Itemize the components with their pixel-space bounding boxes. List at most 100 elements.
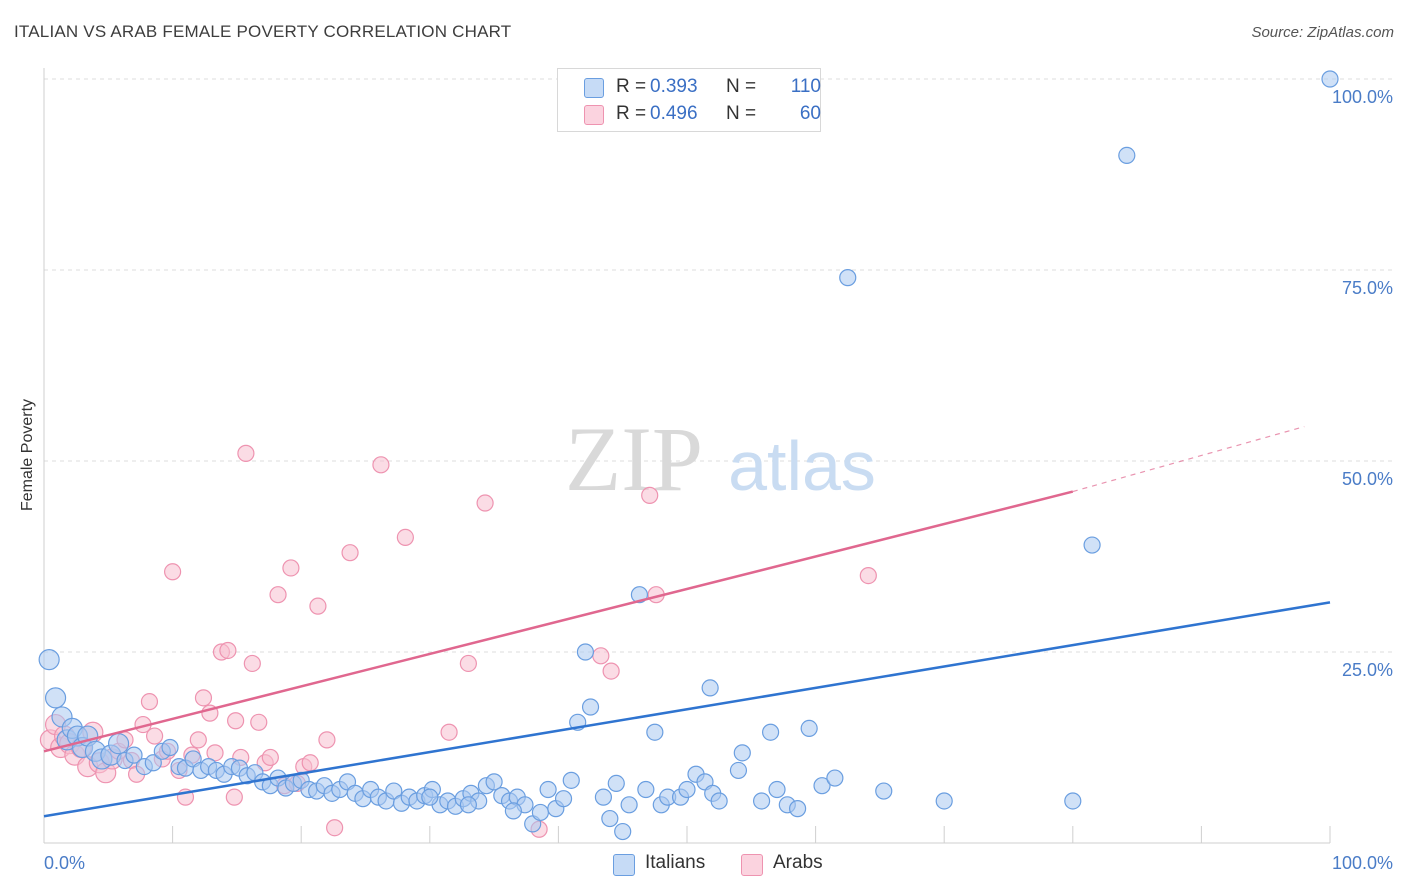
- italians-point: [562, 771, 580, 789]
- italians-point: [539, 780, 557, 799]
- italians-point: [107, 733, 130, 755]
- italians-point: [554, 790, 573, 808]
- italians-point: [576, 643, 595, 661]
- legend-swatch-arabs: [741, 854, 763, 876]
- italians-point: [788, 800, 807, 818]
- stats-legend: R = 0.393 N = 110 R = 0.496 N = 60: [557, 68, 821, 132]
- arabs-point: [225, 788, 243, 806]
- arabs-point: [396, 528, 414, 547]
- legend-n-label: N =: [726, 76, 757, 97]
- arabs-point: [301, 754, 319, 772]
- arabs-point: [459, 654, 477, 673]
- italians-point: [459, 796, 477, 814]
- arabs-point: [341, 544, 359, 562]
- arabs-point: [282, 559, 300, 577]
- watermark-atlas: atlas: [728, 427, 876, 505]
- arabs-point: [219, 641, 237, 660]
- italians-point: [710, 792, 728, 810]
- italians-trend-line: [43, 601, 1331, 818]
- arabs-point: [189, 731, 207, 749]
- axes: [43, 68, 1331, 844]
- italians-point: [144, 754, 162, 772]
- arabs-point: [318, 731, 336, 749]
- arabs-point: [309, 597, 327, 615]
- arabs-point: [261, 748, 279, 767]
- italians-point: [800, 719, 818, 738]
- legend-r-value: 0.496: [650, 103, 698, 124]
- italians-point: [485, 773, 503, 791]
- italians-point: [1118, 146, 1136, 164]
- italians-point: [161, 738, 179, 757]
- trend-lines: [43, 426, 1331, 818]
- italians-point: [620, 796, 638, 814]
- italians-point: [701, 679, 719, 697]
- arabs-trend-extension: [1072, 426, 1305, 493]
- arabs-trend-line: [43, 490, 1074, 753]
- arabs-point: [372, 456, 390, 474]
- arabs-point: [206, 744, 224, 762]
- arabs-point: [250, 713, 268, 731]
- x-tick-label: 100.0%: [1332, 853, 1393, 873]
- legend-swatch-arabs: [584, 105, 604, 125]
- arabs-point: [476, 494, 494, 512]
- legend-label-italians: Italians: [645, 852, 706, 873]
- italians-point: [421, 788, 439, 806]
- arabs-point: [269, 586, 287, 604]
- y-tick-label: 50.0%: [1342, 469, 1393, 489]
- arabs-point: [592, 647, 610, 665]
- italians-point: [38, 649, 60, 671]
- italians-point: [601, 809, 619, 828]
- italians-point: [768, 780, 786, 799]
- italians-point: [1083, 536, 1101, 554]
- italians-point: [637, 780, 655, 799]
- y-tick-label: 100.0%: [1332, 87, 1393, 107]
- grid-lines: [44, 78, 1392, 653]
- arabs-point: [641, 486, 659, 504]
- source-label: Source: ZipAtlas.com: [1251, 24, 1394, 41]
- watermark-zip: ZIP: [565, 408, 703, 510]
- legend-r-label: R =: [616, 76, 647, 97]
- italians-point: [729, 761, 748, 780]
- legend-r-label: R =: [616, 103, 647, 124]
- arabs-point: [602, 662, 620, 680]
- x-tick-label: 0.0%: [44, 853, 85, 873]
- legend-label-arabs: Arabs: [773, 852, 823, 873]
- italians-point: [733, 744, 751, 762]
- y-tick-label: 25.0%: [1342, 660, 1393, 680]
- italians-point: [1321, 70, 1339, 88]
- italians-point: [607, 774, 625, 793]
- italians-point: [531, 803, 549, 822]
- italians-point: [581, 698, 600, 716]
- italians-point: [761, 723, 780, 741]
- italians-point: [504, 802, 522, 820]
- italians-point: [826, 769, 844, 787]
- italians-point: [875, 782, 893, 800]
- arabs-point: [145, 727, 164, 745]
- arabs-point: [859, 566, 877, 585]
- arabs-point: [440, 723, 458, 741]
- legend-n-label: N =: [726, 103, 757, 124]
- arabs-point: [227, 712, 245, 730]
- italians-point: [646, 723, 664, 741]
- italians-point: [813, 777, 831, 795]
- data-points: [38, 70, 1339, 841]
- italians-point: [614, 822, 632, 841]
- arabs-point: [326, 819, 344, 837]
- italians-point: [752, 792, 771, 810]
- arabs-point: [237, 444, 255, 462]
- y-tick-label: 75.0%: [1342, 278, 1393, 298]
- legend-n-value: 60: [799, 103, 821, 124]
- italians-point: [839, 269, 857, 287]
- italians-point: [594, 788, 613, 806]
- italians-point: [385, 782, 403, 800]
- legend-swatch-italians: [613, 854, 635, 876]
- legend-swatch-italians: [584, 78, 604, 98]
- tick-labels: 25.0% 50.0% 75.0% 100.0% 0.0% 100.0%: [44, 87, 1393, 873]
- italians-point: [125, 746, 143, 764]
- arabs-point: [243, 654, 261, 673]
- legend-r-value: 0.393: [650, 76, 698, 97]
- italians-point: [1064, 792, 1082, 810]
- legend-n-value: 110: [790, 76, 821, 97]
- arabs-point: [164, 563, 182, 581]
